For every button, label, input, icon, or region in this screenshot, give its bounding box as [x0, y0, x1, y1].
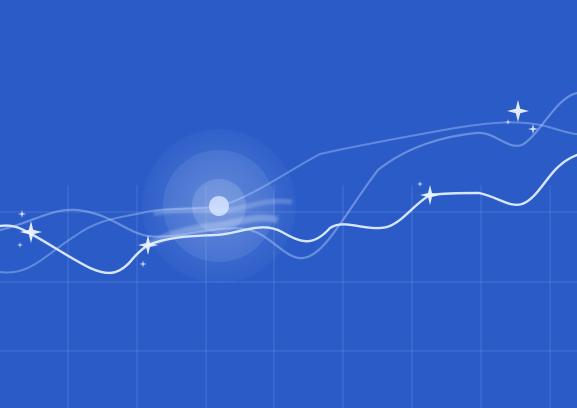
four-point-star-icon — [139, 260, 147, 268]
four-point-star-icon — [20, 221, 42, 243]
four-point-star-icon — [420, 185, 440, 205]
faint-line-2 — [0, 91, 577, 260]
main-trend-line — [0, 153, 577, 275]
four-point-star-icon — [507, 100, 529, 122]
radial-pulse-icon — [142, 129, 296, 283]
four-point-star-icon — [505, 119, 511, 125]
four-point-star-icon — [417, 181, 423, 187]
four-point-star-icon — [17, 242, 23, 248]
sparkles — [17, 100, 538, 268]
four-point-star-icon — [18, 210, 26, 218]
four-point-star-icon — [138, 235, 158, 255]
pulse-wave-overlay — [148, 214, 279, 248]
pulse-wave-overlay — [153, 198, 293, 217]
four-point-star-icon — [528, 124, 538, 134]
pulse-core — [209, 196, 229, 216]
